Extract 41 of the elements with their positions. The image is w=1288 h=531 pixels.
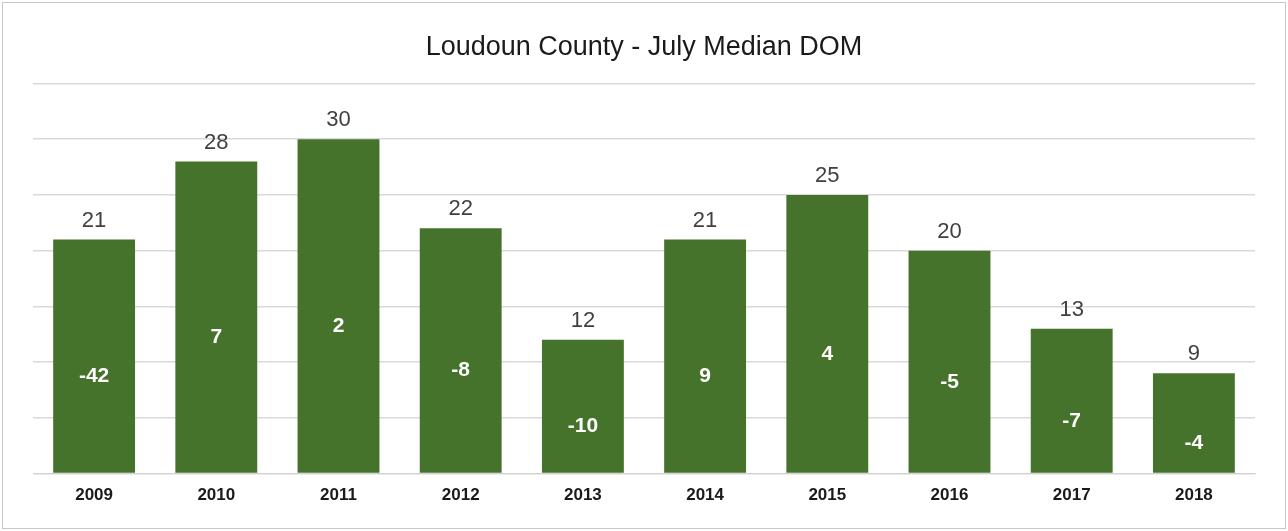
x-tick-label: 2013 bbox=[563, 485, 602, 505]
x-tick-label: 2011 bbox=[320, 485, 357, 505]
x-tick-label: 2014 bbox=[686, 485, 725, 505]
bar bbox=[541, 339, 624, 473]
bar bbox=[786, 194, 869, 473]
annotation: -5 bbox=[940, 368, 960, 392]
annotation: -4 bbox=[1184, 429, 1204, 453]
bar bbox=[297, 139, 380, 473]
annotation: 2 bbox=[332, 312, 345, 336]
x-tick-label: 2012 bbox=[441, 485, 480, 505]
data-label: 13 bbox=[1059, 295, 1084, 321]
chart-title: Loudoun County - July Median DOM bbox=[425, 30, 863, 61]
annotation: 9 bbox=[699, 362, 711, 386]
data-label: 12 bbox=[570, 306, 596, 332]
annotation: 4 bbox=[821, 340, 834, 364]
bar bbox=[908, 250, 991, 473]
data-label: 25 bbox=[815, 161, 840, 187]
bar bbox=[664, 239, 747, 473]
annotation: -8 bbox=[451, 357, 471, 381]
x-tick-label: 2016 bbox=[930, 485, 969, 505]
x-tick-label: 2017 bbox=[1052, 485, 1091, 505]
x-tick-label: 2010 bbox=[197, 485, 236, 505]
x-tick-label: 2015 bbox=[808, 485, 847, 505]
x-tick-label: 2018 bbox=[1174, 485, 1213, 505]
bar bbox=[53, 239, 136, 473]
data-label: 9 bbox=[1187, 340, 1201, 366]
x-tick-label: 2009 bbox=[75, 485, 114, 505]
bar bbox=[1152, 373, 1235, 473]
bar bbox=[175, 161, 258, 473]
annotation: -10 bbox=[567, 413, 599, 437]
data-label: 22 bbox=[448, 195, 473, 221]
data-label: 21 bbox=[81, 206, 107, 232]
bar bbox=[1030, 328, 1113, 473]
annotation: -7 bbox=[1062, 407, 1082, 431]
bar bbox=[419, 228, 502, 473]
data-label: 28 bbox=[204, 128, 229, 154]
data-label: 20 bbox=[937, 217, 962, 243]
data-label: 30 bbox=[326, 106, 351, 132]
annotation: -42 bbox=[78, 362, 110, 386]
data-label: 21 bbox=[692, 206, 718, 232]
annotation: 7 bbox=[210, 323, 223, 347]
